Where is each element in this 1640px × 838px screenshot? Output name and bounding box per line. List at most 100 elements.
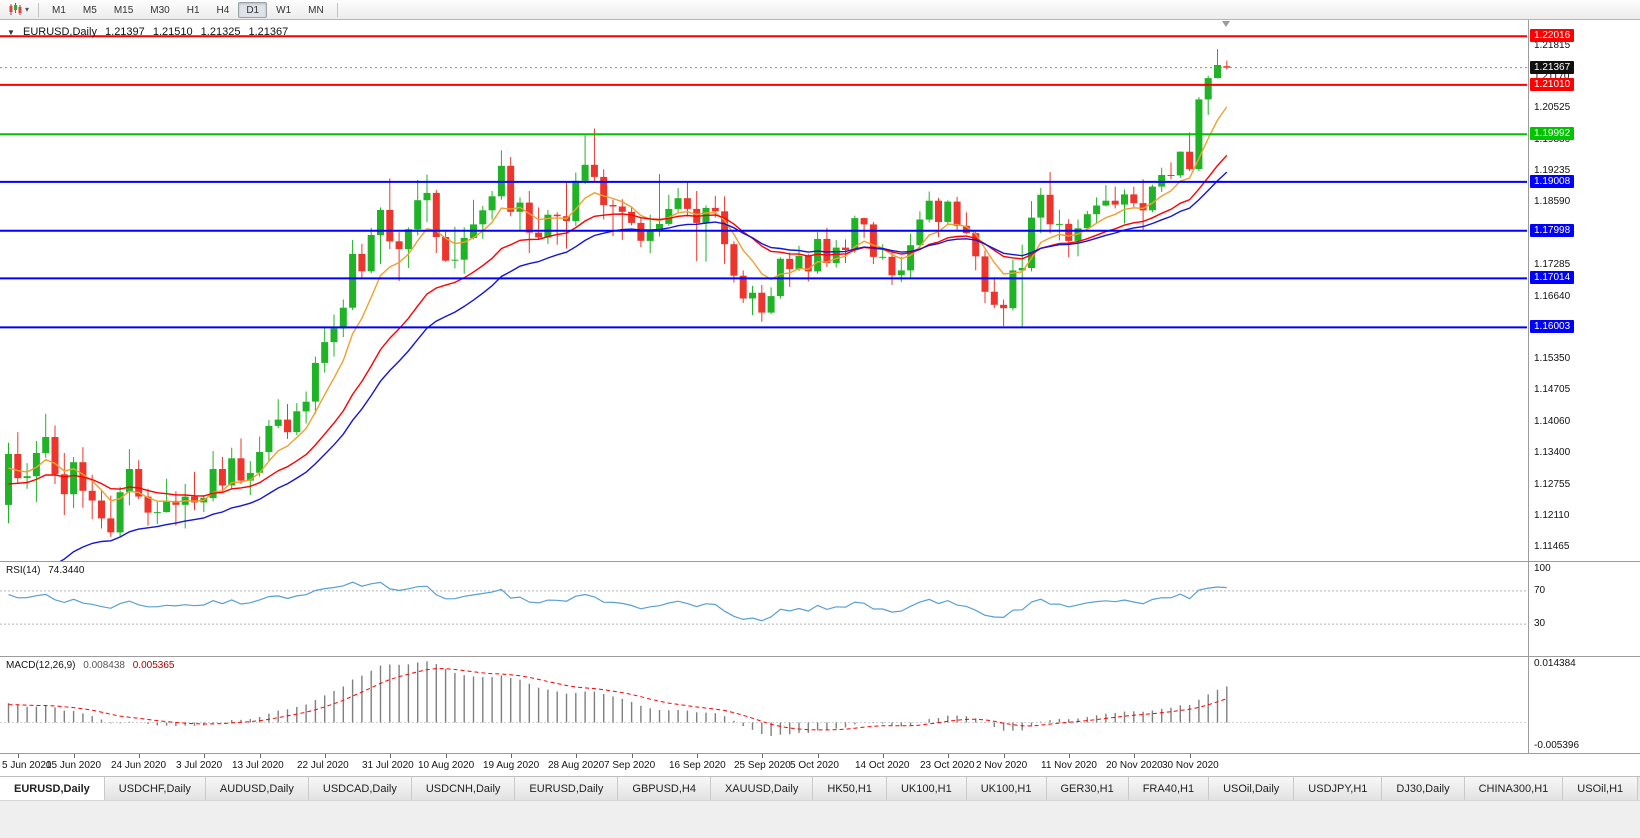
time-label: 15 Jun 2020 <box>46 760 102 771</box>
time-label: 3 Jul 2020 <box>176 760 223 771</box>
chart-tab-hk50-h1[interactable]: HK50,H1 <box>813 777 887 800</box>
level-price-label: 1.22016 <box>1530 29 1575 42</box>
chart-tab-dj30-daily[interactable]: DJ30,Daily <box>1382 777 1465 800</box>
timeframe-button-m5[interactable]: M5 <box>82 4 97 16</box>
timeframe-button-m30[interactable]: M30 <box>150 4 170 16</box>
macd-min-tick: -0.005396 <box>1534 740 1580 751</box>
time-axis[interactable]: 5 Jun 2020 15 Jun 2020 24 Jun 2020 3 Jul 20… <box>0 753 1640 776</box>
chart-tab-usoil-daily[interactable]: USOil,Daily <box>1209 777 1295 800</box>
macd-signal-value: 0.005365 <box>132 660 175 671</box>
macd-canvas[interactable] <box>0 657 1527 753</box>
price-tick: 1.19235 <box>1534 165 1571 176</box>
rsi-level-tick: 30 <box>1534 618 1546 629</box>
chart-tab-china300-h1[interactable]: CHINA300,H1 <box>1464 777 1564 800</box>
ohlc-close: 1.21367 <box>248 26 289 38</box>
timeframe-button-mn[interactable]: MN <box>308 4 324 16</box>
macd-label: MACD(12,26,9) <box>6 660 76 671</box>
main-chart-panel: ▼ EURUSD,Daily 1.21397 1.21510 1.21325 1… <box>0 20 1640 561</box>
chart-type-button[interactable]: ▾ <box>4 1 33 18</box>
price-tick: 1.21815 <box>1534 40 1571 51</box>
chart-shift-marker[interactable] <box>1222 21 1230 27</box>
chart-tab-usdcnh-daily[interactable]: USDCNH,Daily <box>411 777 516 800</box>
chart-ohlc-title: ▼ EURUSD,Daily 1.21397 1.21510 1.21325 1… <box>7 26 293 38</box>
time-tick <box>1069 754 1070 758</box>
chart-tab-usdchf-daily[interactable]: USDCHF,Daily <box>104 777 206 800</box>
level-price-label: 1.17014 <box>1530 271 1575 284</box>
rsi-canvas[interactable] <box>0 562 1527 656</box>
time-tick <box>883 754 884 758</box>
price-tick: 1.18590 <box>1534 196 1571 207</box>
price-tick: 1.21170 <box>1534 71 1570 82</box>
rsi-level-tick: 70 <box>1534 585 1546 596</box>
timeframe-button-h4[interactable]: H4 <box>216 4 230 16</box>
price-chart-canvas[interactable] <box>0 20 1527 561</box>
price-tick: 1.14060 <box>1534 416 1571 427</box>
chart-tab-eurusd-daily[interactable]: EURUSD,Daily <box>515 777 619 800</box>
chart-tab-usoil-h1[interactable]: USOil,H1 <box>1563 777 1639 800</box>
chart-tab-xauusd-daily[interactable]: XAUUSD,Daily <box>710 777 814 800</box>
time-label: 11 Nov 2020 <box>1041 760 1097 771</box>
time-label: 5 Oct 2020 <box>790 760 839 771</box>
time-label: 16 Sep 2020 <box>669 760 726 771</box>
time-label: 30 Nov 2020 <box>1162 760 1219 771</box>
rsi-indicator-panel: RSI(14) 74.3440 100 70 30 <box>0 561 1640 656</box>
chart-tab-uk100-h1[interactable]: UK100,H1 <box>966 777 1047 800</box>
time-label: 2 Nov 2020 <box>976 760 1028 771</box>
timeframe-button-m15[interactable]: M15 <box>113 4 134 16</box>
time-tick <box>818 754 819 758</box>
timeframe-button-w1[interactable]: W1 <box>276 4 292 16</box>
chart-tab-usdcad-daily[interactable]: USDCAD,Daily <box>308 777 412 800</box>
chart-tab-usdjpy-h1[interactable]: USDJPY,H1 <box>1294 777 1383 800</box>
rsi-level-tick: 100 <box>1534 563 1551 574</box>
time-label: 23 Oct 2020 <box>920 760 975 771</box>
ohlc-open: 1.21397 <box>105 26 145 38</box>
time-label: 5 Jun 2020 <box>2 760 52 771</box>
timeframe-buttons: M1 M5 M15 M30 H1 H4 D1 W1 MN <box>44 1 332 18</box>
time-label: 31 Jul 2020 <box>362 760 414 771</box>
price-tick: 1.15350 <box>1534 353 1571 364</box>
price-tick: 1.12110 <box>1534 510 1570 521</box>
time-tick <box>139 754 140 758</box>
macd-axis[interactable]: 0.014384 -0.005396 <box>1528 657 1640 753</box>
chart-tab-ger30-h1[interactable]: GER30,H1 <box>1046 777 1129 800</box>
level-price-label: 1.19008 <box>1530 175 1575 188</box>
time-label: 20 Nov 2020 <box>1106 760 1163 771</box>
time-tick <box>204 754 205 758</box>
time-tick <box>390 754 391 758</box>
timeframe-button-h1[interactable]: H1 <box>186 4 200 16</box>
time-label: 19 Aug 2020 <box>483 760 540 771</box>
macd-max-tick: 0.014384 <box>1534 658 1576 669</box>
status-bar <box>0 800 1640 838</box>
chart-tab-gbpusd-h4[interactable]: GBPUSD,H4 <box>618 777 711 800</box>
time-tick <box>1134 754 1135 758</box>
current-price-label: 1.21367 <box>1530 61 1575 74</box>
time-label: 22 Jul 2020 <box>297 760 349 771</box>
one-click-trading-toggle[interactable]: ▼ <box>7 28 15 37</box>
macd-value: 0.008438 <box>83 660 125 671</box>
time-tick <box>576 754 577 758</box>
time-tick <box>511 754 512 758</box>
time-tick <box>1190 754 1191 758</box>
chevron-down-icon: ▾ <box>25 4 30 14</box>
chart-tab-eurusd-daily[interactable]: EURUSD,Daily <box>0 777 105 800</box>
timeframe-button-m1[interactable]: M1 <box>52 4 66 16</box>
price-axis[interactable]: 1.218151.211701.205251.198801.192351.185… <box>1528 20 1640 561</box>
time-label: 25 Sep 2020 <box>734 760 791 771</box>
timeframe-button-d1[interactable]: D1 <box>238 1 268 18</box>
time-tick <box>446 754 447 758</box>
time-tick <box>697 754 698 758</box>
chart-tab-uk100-h1[interactable]: UK100,H1 <box>886 777 967 800</box>
time-label: 28 Aug 2020 <box>548 760 605 771</box>
price-tick: 1.11465 <box>1534 541 1570 552</box>
ohlc-high: 1.21510 <box>152 26 193 38</box>
time-tick <box>18 754 19 758</box>
chart-tab-audusd-daily[interactable]: AUDUSD,Daily <box>205 777 309 800</box>
price-tick: 1.17285 <box>1534 259 1571 270</box>
toolbar-separator <box>38 2 40 17</box>
candlestick-chart-icon <box>9 3 22 15</box>
time-label: 10 Aug 2020 <box>418 760 475 771</box>
time-tick <box>632 754 633 758</box>
level-price-label: 1.16003 <box>1530 320 1575 333</box>
chart-tab-fra40-h1[interactable]: FRA40,H1 <box>1128 777 1210 800</box>
rsi-axis[interactable]: 100 70 30 <box>1528 562 1640 656</box>
